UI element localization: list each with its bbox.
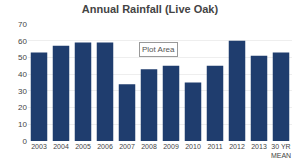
svg-text:2004: 2004 — [53, 143, 69, 150]
svg-text:10: 10 — [18, 120, 27, 129]
svg-text:2010: 2010 — [185, 143, 201, 150]
svg-text:50: 50 — [18, 53, 27, 62]
svg-text:Annual Rainfall (Live Oak): Annual Rainfall (Live Oak) — [82, 3, 219, 15]
svg-text:Plot Area: Plot Area — [142, 45, 175, 54]
svg-text:2007: 2007 — [119, 143, 135, 150]
svg-text:2011: 2011 — [207, 143, 222, 150]
svg-text:40: 40 — [18, 70, 27, 79]
svg-text:2005: 2005 — [75, 143, 91, 150]
svg-text:0: 0 — [23, 137, 28, 146]
svg-text:2006: 2006 — [97, 143, 113, 150]
svg-text:60: 60 — [18, 37, 27, 46]
svg-text:2008: 2008 — [141, 143, 157, 150]
svg-text:20: 20 — [18, 103, 27, 112]
svg-text:70: 70 — [18, 20, 27, 29]
svg-text:30 YRMEAN: 30 YRMEAN — [271, 143, 291, 159]
svg-text:2013: 2013 — [251, 143, 267, 150]
svg-text:30: 30 — [18, 87, 27, 96]
svg-text:2012: 2012 — [229, 143, 245, 150]
svg-text:2009: 2009 — [163, 143, 179, 150]
svg-text:2003: 2003 — [31, 143, 47, 150]
